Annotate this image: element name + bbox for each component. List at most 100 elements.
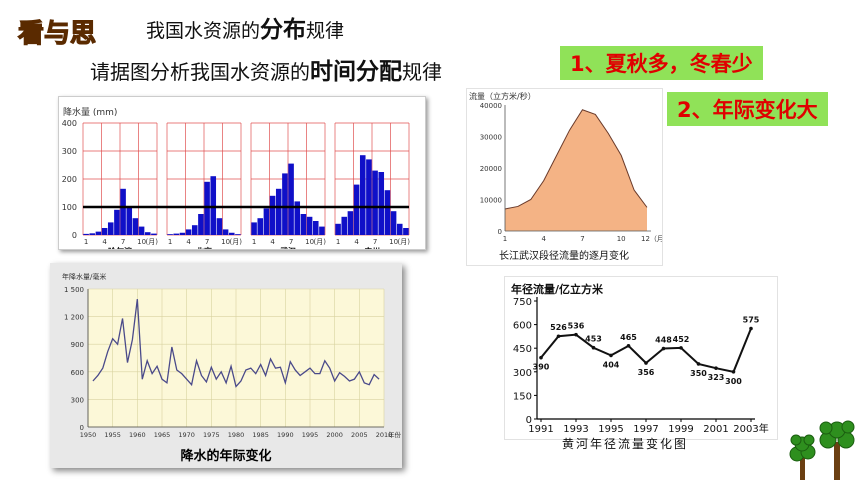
precip-city-chart: 降水量 (mm)010020030040014710(月)哈尔滨14710(月)… xyxy=(58,96,426,256)
y-tick-label: 450 xyxy=(513,344,532,355)
heading-distribution: 我国水资源的分布规律 xyxy=(146,10,344,44)
precip-bar xyxy=(353,184,360,235)
precip-bar xyxy=(185,229,192,235)
y-tick-label: 10000 xyxy=(480,197,502,205)
x-tick-label: 1970 xyxy=(178,431,195,439)
x-tick-label: 1955 xyxy=(104,431,121,439)
x-tick-label: 7 xyxy=(205,238,209,246)
x-tick-label: 10 xyxy=(617,235,626,243)
x-tick-label: 1991 xyxy=(528,424,553,435)
x-tick-label: (月) xyxy=(230,238,243,246)
data-label: 323 xyxy=(708,373,725,382)
precip-bar xyxy=(263,208,270,235)
annual-precip-svg: 年降水量/毫米 0 300 600 900 1 200 1 500 1950 1955 1960 1… xyxy=(50,263,402,468)
x-tick-label: 1993 xyxy=(563,424,588,435)
precip-bar xyxy=(107,222,114,235)
x-tick-label: 1990 xyxy=(277,431,294,439)
precip-bar xyxy=(378,172,385,235)
precip-bar xyxy=(210,176,217,235)
data-point xyxy=(539,355,543,360)
data-label: 575 xyxy=(743,316,760,325)
precip-line xyxy=(92,299,380,388)
precip-bar xyxy=(300,214,307,235)
x-tick-label: 10 xyxy=(221,238,230,246)
x-tick-label: 1999 xyxy=(668,424,693,435)
y-tick-label: 300 xyxy=(62,147,77,156)
y-tick-label: 900 xyxy=(71,341,84,349)
y-axis-label: 流量（立方米/秒） xyxy=(469,91,536,101)
precip-bar xyxy=(347,211,354,235)
data-point xyxy=(626,344,631,348)
precip-bar xyxy=(198,214,204,235)
data-label: 452 xyxy=(673,335,690,344)
precip-bar xyxy=(222,229,229,235)
runoff-line xyxy=(540,328,752,373)
precip-bar xyxy=(312,221,319,235)
x-tick-label: 4 xyxy=(541,235,546,243)
y-axis-label: 年降水量/毫米 xyxy=(62,272,106,281)
data-label: 536 xyxy=(568,322,585,331)
yellow-river-chart: 年径流量/亿立方米 0 150 300 450 600 750 1991 1993 1995 199… xyxy=(504,276,778,440)
yellow-river-caption: 黄河年径流量变化图 xyxy=(562,437,689,451)
precip-bar xyxy=(167,234,173,235)
precip-bar xyxy=(306,216,313,235)
precip-bar xyxy=(228,232,235,235)
data-point xyxy=(679,346,683,350)
precip-bar xyxy=(95,231,102,235)
x-tick-label: 12（月） xyxy=(641,235,662,243)
answer-2: 2、年际变化大 xyxy=(667,92,828,126)
y-tick-label: 750 xyxy=(513,297,532,308)
data-label: 356 xyxy=(638,368,655,377)
precip-bar xyxy=(366,159,372,235)
precip-bar xyxy=(191,225,198,235)
data-point xyxy=(749,326,753,331)
x-tick-label: 4 xyxy=(270,238,275,246)
logo: 看与思 xyxy=(17,18,96,49)
x-tick-label: 4 xyxy=(354,238,359,246)
heading-suffix: 规律 xyxy=(306,20,345,42)
precip-bar xyxy=(294,201,301,235)
data-label: 453 xyxy=(585,335,602,344)
y-tick-label: 30000 xyxy=(480,134,502,142)
x-tick-label: 2005 xyxy=(351,431,368,439)
precip-bar xyxy=(83,233,89,235)
x-tick-label: 1975 xyxy=(203,431,220,439)
precip-bar xyxy=(359,155,366,235)
y-tick-label: 600 xyxy=(71,369,84,377)
precip-bar xyxy=(151,233,157,235)
annual-precip-chart: 年降水量/毫米 0 300 600 900 1 200 1 500 1950 1955 1960 1… xyxy=(50,263,402,468)
x-tick-label: 10 xyxy=(305,238,314,246)
precip-bar xyxy=(179,232,186,235)
x-tick-label: 2010 xyxy=(376,431,393,439)
data-label: 448 xyxy=(655,336,672,345)
x-tick-label: 10 xyxy=(137,238,146,246)
runoff-line xyxy=(504,109,648,210)
precip-bar xyxy=(384,190,391,235)
y-tick-label: 150 xyxy=(513,391,532,402)
y-tick-label: 0 xyxy=(72,231,77,240)
precip-city-svg: 降水量 (mm)010020030040014710(月)哈尔滨14710(月)… xyxy=(62,106,411,256)
x-tick-label: 1960 xyxy=(129,431,146,439)
x-tick-label: 4 xyxy=(102,238,107,246)
precip-bar xyxy=(101,228,108,235)
x-tick-label: 1 xyxy=(252,238,256,246)
precip-bar xyxy=(319,226,325,235)
x-tick-label: 1950 xyxy=(80,431,97,439)
wuhan-runoff-svg: 流量（立方米/秒） 0 10000 20000 30000 40000 1 4 7 10 12（月）… xyxy=(469,91,671,262)
y-tick-label: 300 xyxy=(513,368,532,379)
data-label: 300 xyxy=(725,377,742,386)
chart-caption: 长江武汉段径流量的逐月变化 xyxy=(499,249,629,262)
data-point xyxy=(591,345,596,350)
y-tick-label: 0 xyxy=(498,228,502,236)
x-tick-label: 10 xyxy=(389,238,398,246)
x-tick-label: 2001 xyxy=(703,424,728,435)
y-tick-label: 40000 xyxy=(480,102,502,110)
precip-bar xyxy=(390,211,397,235)
precip-bar xyxy=(216,218,223,235)
svg-text:看与思: 看与思 xyxy=(18,19,96,49)
precip-bar xyxy=(269,195,276,235)
x-tick-label: 1 xyxy=(84,238,88,246)
city-label: 武汉 xyxy=(280,246,297,249)
x-tick-label: 7 xyxy=(289,238,293,246)
wuhan-runoff-chart: 流量（立方米/秒） 0 10000 20000 30000 40000 1 4 7 10 12（月）… xyxy=(466,88,671,266)
